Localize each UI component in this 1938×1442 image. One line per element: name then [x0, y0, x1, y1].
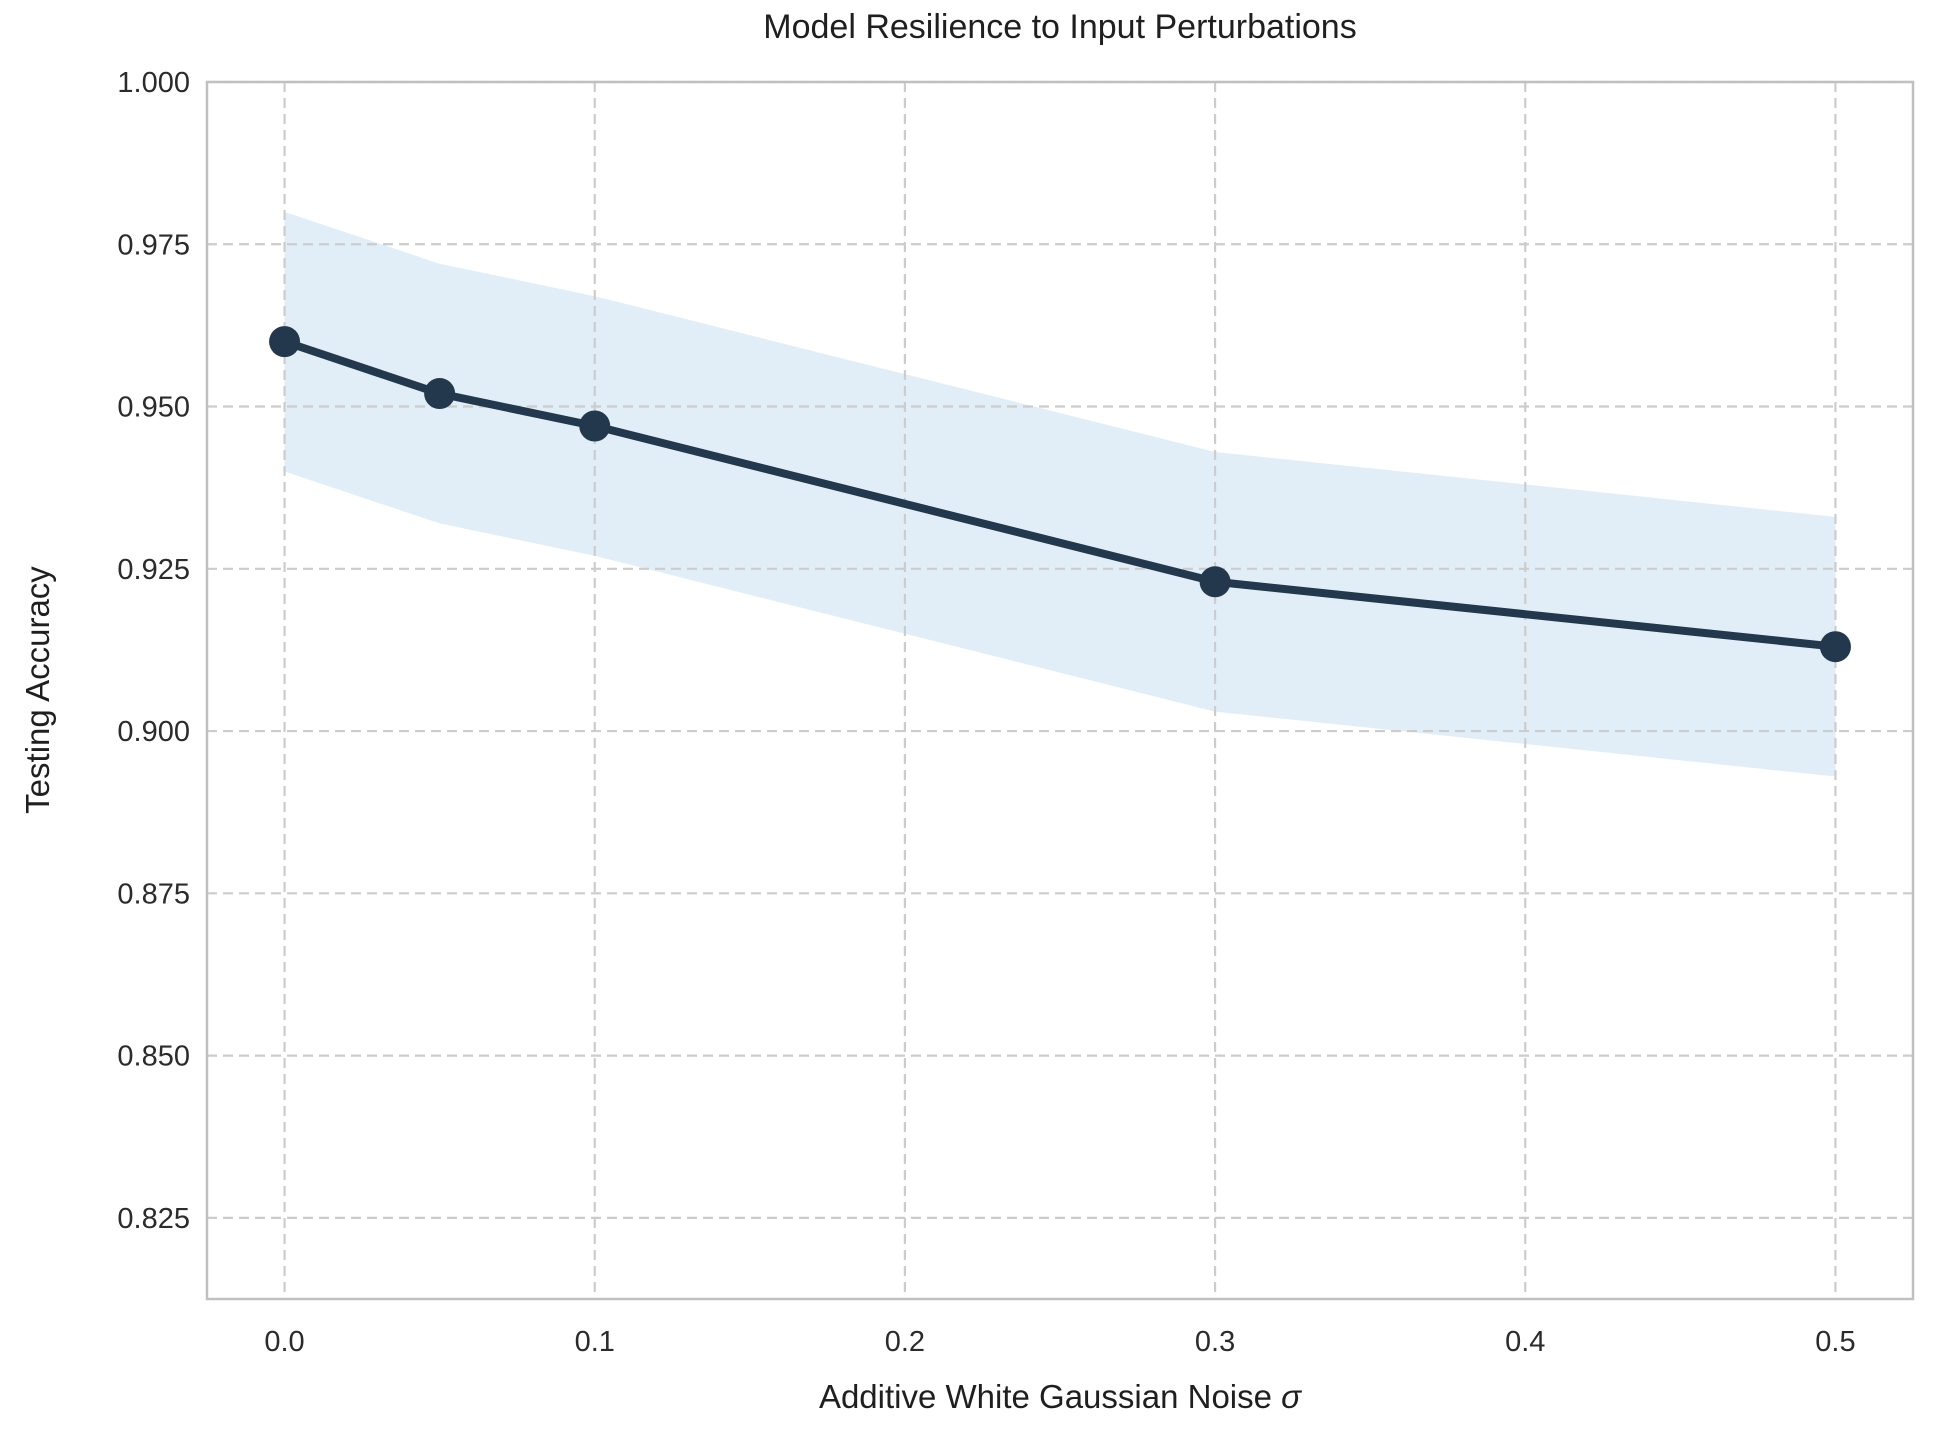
- y-tick-label: 0.875: [117, 878, 190, 910]
- x-tick-label: 0.2: [885, 1326, 925, 1358]
- y-tick-label: 0.925: [117, 554, 190, 586]
- y-axis-label: Testing Accuracy: [19, 566, 56, 814]
- chart-title: Model Resilience to Input Perturbations: [763, 8, 1357, 46]
- sigma-symbol: σ: [1281, 1378, 1302, 1415]
- data-point-marker: [1199, 566, 1231, 598]
- y-tick-label: 0.825: [117, 1203, 190, 1235]
- x-tick-label: 0.5: [1815, 1326, 1855, 1358]
- confidence-band: [284, 211, 1836, 777]
- axes-spines: [205, 80, 1915, 1301]
- data-point-marker: [424, 378, 456, 410]
- x-axis-label: Additive White Gaussian Noise σ: [207, 1378, 1913, 1416]
- y-tick-label: 0.900: [117, 716, 190, 748]
- x-tick-label: 0.4: [1505, 1326, 1545, 1358]
- x-axis-label-text: Additive White Gaussian Noise: [818, 1378, 1282, 1415]
- y-tick-label: 0.850: [117, 1041, 190, 1073]
- data-point-marker: [1819, 631, 1851, 663]
- y-tick-label: 0.975: [117, 229, 190, 261]
- x-tick-label: 0.0: [264, 1326, 304, 1358]
- x-tick-label: 0.3: [1195, 1326, 1235, 1358]
- y-tick-label: 0.950: [117, 392, 190, 424]
- data-point-marker: [579, 410, 611, 442]
- data-point-marker: [269, 326, 301, 358]
- y-tick-label: 1.000: [117, 67, 190, 99]
- x-tick-label: 0.1: [575, 1326, 615, 1358]
